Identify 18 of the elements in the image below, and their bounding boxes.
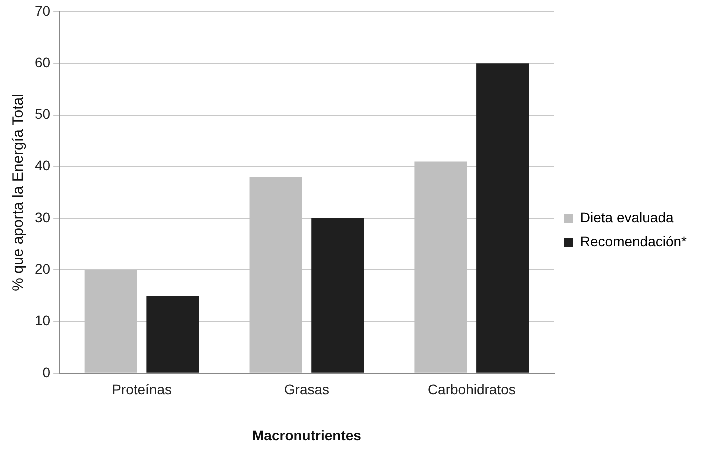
x-tick-label: Grasas bbox=[284, 382, 330, 398]
y-tick-label: 70 bbox=[34, 2, 51, 19]
y-tick-label: 10 bbox=[34, 312, 51, 329]
y-tick-label: 30 bbox=[34, 209, 51, 226]
bar bbox=[476, 64, 530, 373]
y-tick-label: 50 bbox=[34, 106, 51, 122]
bar bbox=[146, 296, 200, 373]
legend-label: Recomendación* bbox=[580, 233, 688, 250]
x-axis-title: Macronutrientes bbox=[252, 427, 362, 444]
bar bbox=[312, 218, 364, 373]
y-tick-label: 40 bbox=[34, 158, 51, 174]
legend-label: Dieta evaluada bbox=[580, 209, 674, 226]
x-tick-label: Carbohidratos bbox=[428, 382, 516, 398]
y-axis-title: % que aporta la Energía Total bbox=[10, 94, 28, 292]
x-tick-label: Proteínas bbox=[112, 382, 172, 398]
y-tick-label: 20 bbox=[34, 261, 51, 277]
y-tick-label: 60 bbox=[34, 54, 51, 70]
y-tick-label: 0 bbox=[42, 364, 51, 380]
